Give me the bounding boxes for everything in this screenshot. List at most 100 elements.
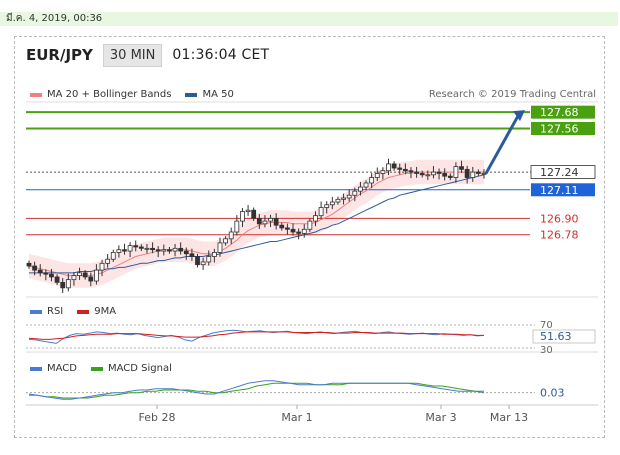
candle-body-61 — [369, 177, 375, 184]
candle-body-30 — [195, 256, 200, 266]
level-label-box-3 — [531, 183, 595, 197]
level-label-box-5 — [531, 228, 595, 242]
candle-body-76 — [453, 166, 459, 178]
level-label-box-2 — [530, 165, 596, 179]
rsi-9ma-line — [28, 331, 484, 340]
date-bar: มี.ค. 4, 2019, 00:36 — [0, 12, 618, 26]
candle-body-13 — [99, 262, 105, 271]
rsi-tick-70: 70 — [540, 320, 553, 331]
x-tick-label-1: Mar 1 — [281, 411, 312, 424]
candle-body-0 — [26, 262, 32, 267]
candle-body-23 — [155, 249, 161, 252]
level-label-box-0 — [531, 105, 595, 119]
candle-body-75 — [447, 175, 453, 178]
candle-body-64 — [386, 163, 391, 172]
candle-body-33 — [211, 252, 217, 257]
candle-body-45 — [279, 224, 285, 229]
candle-body-67 — [402, 168, 408, 172]
timeframe-button[interactable]: 30 MIN — [102, 43, 163, 67]
candle-body-48 — [296, 231, 302, 234]
candle-body-25 — [167, 249, 172, 252]
candle-body-59 — [358, 186, 363, 192]
ma50-line — [29, 174, 485, 274]
candle-body-46 — [284, 227, 290, 230]
candle-body-57 — [346, 194, 352, 199]
level-label-5: 126.78 — [540, 229, 579, 242]
candle-body-81 — [481, 173, 487, 175]
candle-body-65 — [391, 163, 397, 169]
level-label-box-1 — [531, 122, 595, 136]
candle-body-32 — [206, 256, 212, 263]
candle-body-72 — [431, 171, 436, 176]
candle-body-71 — [425, 174, 431, 177]
candle-body-4 — [49, 273, 54, 278]
clock-readout: 01:36:04 CET — [172, 47, 270, 63]
candle-body-5 — [54, 276, 60, 283]
candle-body-66 — [397, 167, 403, 170]
candle-body-20 — [138, 246, 144, 249]
candle-body-19 — [133, 245, 139, 248]
macd-signal-line — [29, 382, 484, 399]
candle-body-49 — [301, 228, 307, 234]
legend-item-rsi: RSI — [30, 306, 63, 317]
rsi-line — [28, 329, 485, 344]
currency-pair: EUR/JPY — [26, 46, 93, 64]
legend-label-ma20: MA 20 + Bollinger Bands — [47, 89, 172, 100]
legend-item-ma20: MA 20 + Bollinger Bands — [30, 89, 171, 100]
candle-body-37 — [234, 220, 240, 233]
candle-body-44 — [273, 217, 279, 226]
candle-body-50 — [307, 220, 313, 230]
candle-body-56 — [341, 197, 346, 200]
rsi-tick-30: 30 — [540, 345, 553, 356]
forecast-arrow-head — [513, 110, 525, 122]
level-label-2: 127.24 — [540, 166, 579, 179]
candle-body-34 — [217, 242, 223, 253]
legend-item-9ma: 9MA — [77, 306, 116, 317]
candle-body-60 — [363, 182, 369, 188]
x-tick-label-0: Feb 28 — [139, 411, 176, 424]
candle-body-7 — [65, 279, 71, 289]
candle-body-39 — [245, 209, 251, 212]
level-label-3: 127.11 — [540, 184, 579, 197]
rsi-value-box — [532, 329, 596, 344]
legend-item-macd: MACD — [30, 363, 77, 374]
candle-body-15 — [110, 252, 116, 260]
candle-body-27 — [178, 247, 184, 252]
candle-body-63 — [380, 170, 386, 174]
main-legend: MA 20 + Bollinger Bands MA 50 — [30, 89, 248, 100]
rsi-legend: RSI 9MA — [30, 306, 130, 317]
chart-header: EUR/JPY 30 MIN 01:36:04 CET — [26, 42, 269, 68]
candle-body-69 — [414, 171, 419, 174]
candle-body-77 — [459, 166, 464, 170]
candle-body-51 — [313, 215, 318, 222]
candle-body-12 — [94, 269, 99, 282]
candle-body-22 — [150, 247, 155, 251]
candle-body-55 — [335, 198, 341, 203]
ma20-line — [28, 171, 484, 277]
legend-swatch-rsi — [30, 309, 42, 314]
legend-swatch-ma50 — [185, 92, 198, 97]
legend-label-rsi: RSI — [47, 306, 64, 317]
candle-body-54 — [329, 201, 335, 206]
legend-label-macd-signal: MACD Signal — [107, 363, 172, 374]
candle-body-10 — [82, 272, 88, 278]
x-tick-label-3: Mar 13 — [490, 411, 528, 424]
candle-body-9 — [77, 272, 82, 276]
legend-swatch-macd — [30, 366, 42, 371]
candle-body-74 — [442, 173, 448, 177]
legend-item-ma50: MA 50 — [185, 89, 234, 100]
level-label-4: 126.90 — [540, 212, 579, 225]
candle-body-36 — [228, 231, 234, 240]
candle-body-42 — [262, 220, 268, 225]
candle-body-38 — [240, 211, 245, 222]
candle-body-8 — [71, 275, 77, 281]
candle-body-1 — [32, 265, 38, 271]
candle-body-43 — [268, 217, 273, 222]
macd-value-label: 0.03 — [540, 387, 565, 400]
candle-body-80 — [475, 171, 481, 174]
candle-body-79 — [470, 171, 476, 178]
legend-swatch-macd-signal — [90, 366, 103, 371]
macd-line — [28, 380, 485, 400]
research-credit: Research © 2019 Trading Central — [428, 89, 596, 100]
